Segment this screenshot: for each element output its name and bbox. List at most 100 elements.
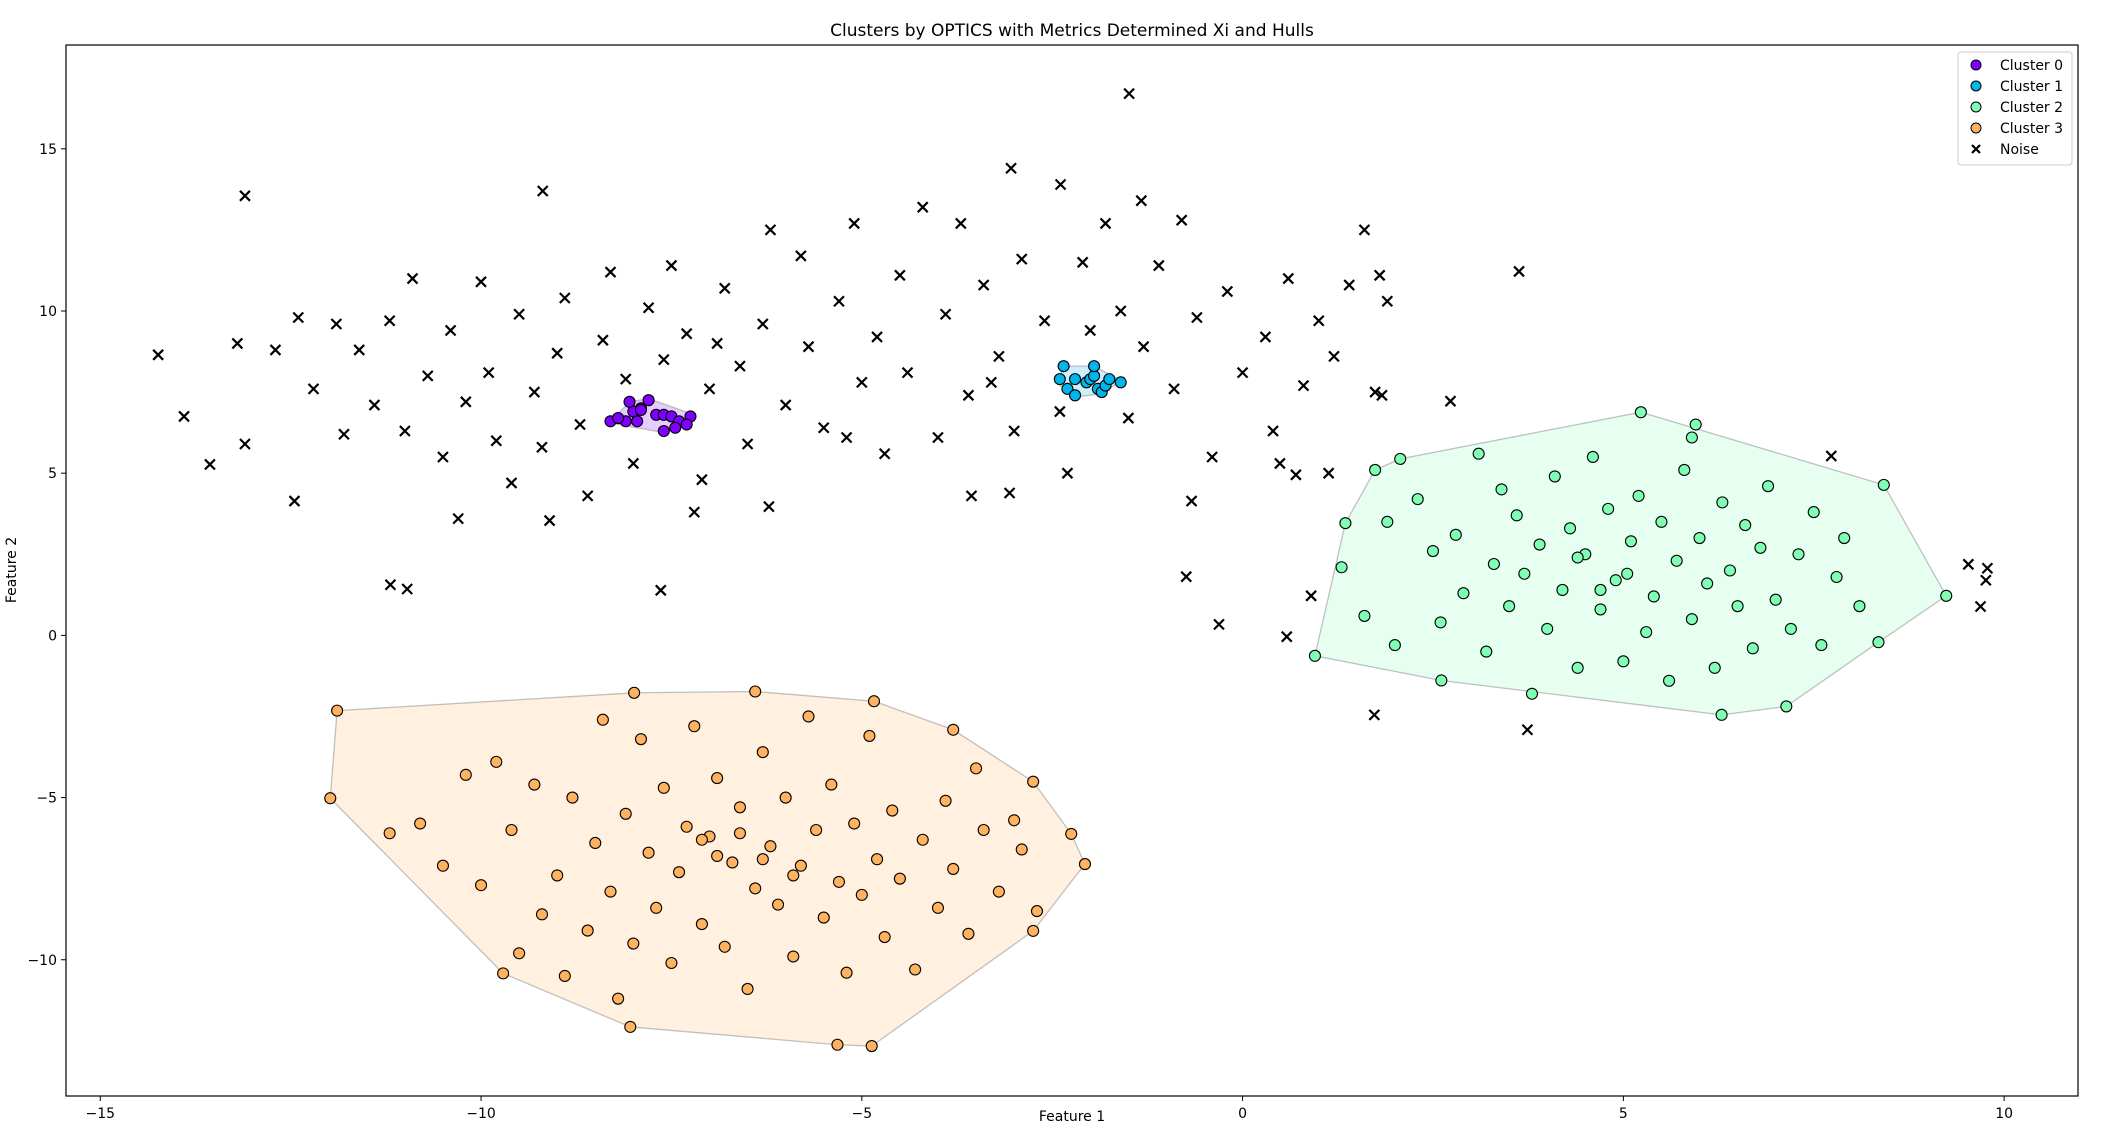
y-axis-label: Feature 2 [4,537,20,603]
noise-point [955,217,967,230]
noise-point [1328,350,1340,363]
noise-point [680,327,693,340]
noise-point [368,399,381,411]
cluster-3-point [558,969,571,983]
noise-point [894,269,906,282]
cluster-3-point [855,888,868,901]
cluster-3-point [497,967,510,980]
noise-point [1280,630,1293,643]
cluster-3-point [624,1020,637,1033]
noise-point [627,457,640,470]
cluster-2-point [1480,645,1493,658]
cluster-2-point [1634,406,1647,419]
noise-point [1825,450,1838,462]
noise-point [1099,217,1112,230]
noise-point [1290,469,1302,481]
noise-point [1015,253,1028,265]
noise-point [962,389,975,402]
cluster-3-point [1008,814,1021,827]
noise-point [856,376,868,389]
legend-label: Cluster 1 [2000,79,2063,95]
cluster-3-point [840,966,853,979]
cluster-3-point [650,901,663,914]
cluster-3-point [535,908,549,921]
cluster-2-point [1503,600,1516,613]
noise-point [779,399,792,411]
noise-point [1376,389,1388,402]
noise-point [932,431,944,444]
y-tick-label: 10 [39,304,57,320]
cluster-2-point [1426,544,1440,558]
cluster-2-point [1457,587,1470,600]
x-tick-label: 10 [1995,1106,2013,1122]
cluster-3-point [695,833,708,846]
cluster-2-point [1792,548,1805,561]
cluster-0-point [657,424,670,438]
noise-point [1343,279,1355,291]
cluster-3-point [756,746,769,759]
cluster-3-point [665,956,678,970]
noise-point [1974,600,1987,613]
cluster-3-point [528,778,541,791]
cluster-3-point [756,853,769,866]
cluster-2-point [1689,418,1702,431]
noise-point [1282,272,1295,285]
noise-point [1153,259,1165,272]
cluster-2-point [1716,496,1729,509]
cluster-2-point [1381,515,1394,528]
noise-point [840,431,853,444]
cluster-2-point [1556,583,1569,597]
cluster-1-point [1057,360,1070,373]
cluster-3-point [695,918,708,931]
cluster-1-point [1103,373,1116,386]
y-tick-label: 5 [48,466,57,482]
cluster-3-point [1027,775,1040,788]
cluster-2-point [1640,626,1653,639]
noise-point [1135,194,1148,207]
cluster-2-point [1647,590,1660,603]
noise-point [916,201,929,213]
noise-point [528,386,541,398]
cluster-3-point [619,807,632,820]
cluster-3-point [749,882,762,895]
cluster-3-point [863,729,876,742]
cluster-3-point [909,963,922,976]
cluster-3-point [642,846,655,859]
noise-point [1175,214,1188,226]
cluster-2-point [1449,528,1462,541]
noise-point [1054,405,1066,418]
cluster-0-point [631,415,644,428]
cluster-2-point [1693,532,1706,545]
legend-marker-icon [1970,101,1982,113]
cluster-2-point [1472,447,1485,460]
cluster-2-point [1394,452,1407,465]
cluster-3-point [1015,843,1028,856]
cluster-3-point [832,875,846,888]
cluster-2-point [1701,577,1714,590]
cluster-3-point [726,856,739,869]
noise-point [848,217,860,230]
cluster-3-point [802,710,815,723]
cluster-3-point [634,733,648,746]
noise-point [482,366,495,379]
noise-point [1358,224,1371,236]
x-tick-label: 0 [1238,1106,1247,1122]
noise-point [604,266,617,278]
cluster-2-point [1746,642,1759,655]
cluster-3-point [672,866,686,879]
cluster-3-point [733,827,747,840]
noise-point [353,344,365,356]
cluster-2-point [1784,622,1797,635]
cluster-3-point [947,723,960,736]
noise-point [1297,379,1310,392]
plot-frame [65,44,2079,1097]
noise-point [338,428,350,441]
noise-point [1444,395,1457,407]
cluster-3-point [324,792,337,805]
cluster-3-point [459,768,472,781]
cluster-2-point [1571,551,1584,564]
cluster-2-point [1663,674,1676,687]
cluster-2-point [1670,554,1683,567]
noise-point [581,490,594,502]
cluster-2-point [1685,613,1698,626]
